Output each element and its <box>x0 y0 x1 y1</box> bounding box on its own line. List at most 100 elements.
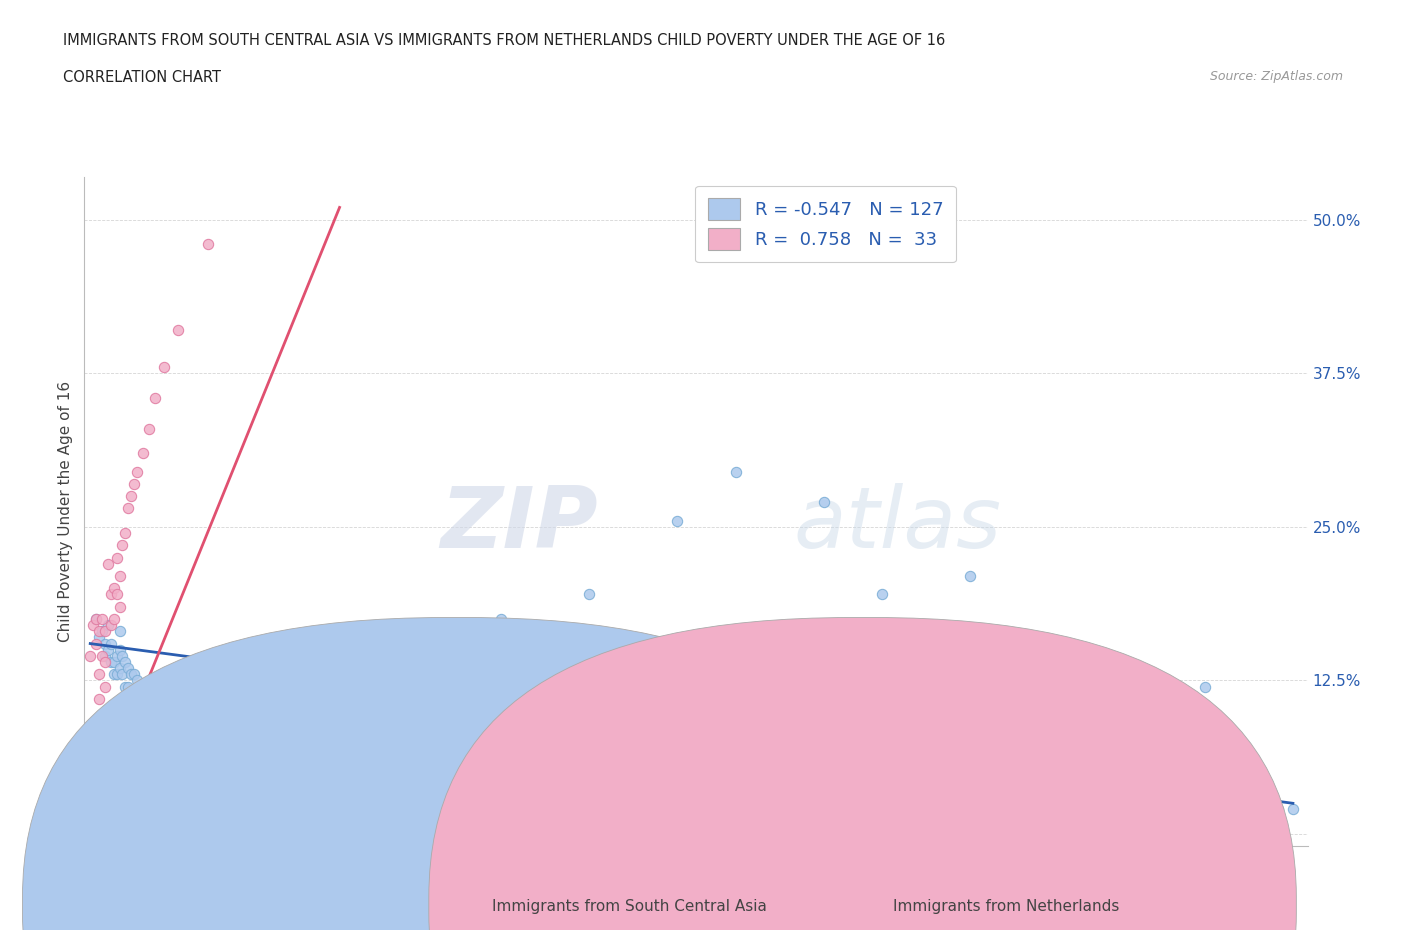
Text: Source: ZipAtlas.com: Source: ZipAtlas.com <box>1209 70 1343 83</box>
Point <box>181 728 204 743</box>
Point <box>519 777 541 792</box>
Point <box>343 790 366 804</box>
Point <box>240 765 263 780</box>
Point <box>170 716 193 731</box>
Point <box>489 777 512 792</box>
Point <box>754 777 776 792</box>
Point <box>202 747 225 762</box>
Point <box>114 655 136 670</box>
Point <box>108 568 131 583</box>
Text: CORRELATION CHART: CORRELATION CHART <box>63 70 221 85</box>
Point <box>329 784 352 799</box>
Point <box>149 704 172 719</box>
Point <box>108 660 131 675</box>
Point <box>929 790 952 804</box>
Point <box>97 643 120 658</box>
Point <box>108 643 131 658</box>
Point <box>111 667 134 682</box>
Point <box>143 704 166 719</box>
Point <box>84 612 107 627</box>
Point <box>103 612 125 627</box>
Point <box>284 771 307 786</box>
Point <box>534 777 557 792</box>
Point <box>1267 802 1289 817</box>
FancyBboxPatch shape <box>429 618 1296 930</box>
Point <box>870 784 893 799</box>
Point <box>432 784 454 799</box>
Point <box>262 765 284 780</box>
Point <box>416 784 439 799</box>
Point <box>607 777 630 792</box>
Point <box>314 784 336 799</box>
Point <box>205 747 228 762</box>
Point <box>1105 796 1128 811</box>
Y-axis label: Child Poverty Under the Age of 16: Child Poverty Under the Age of 16 <box>58 381 73 642</box>
Point <box>1194 679 1216 694</box>
Point <box>108 599 131 614</box>
Point <box>1105 660 1128 675</box>
Point <box>167 716 190 731</box>
Point <box>988 796 1011 811</box>
Point <box>152 716 174 731</box>
Point <box>79 648 101 663</box>
Point <box>1253 802 1275 817</box>
Point <box>135 691 157 706</box>
Point <box>117 660 139 675</box>
Point <box>357 790 380 804</box>
Point <box>108 624 131 639</box>
Point <box>117 501 139 516</box>
Point <box>211 753 233 768</box>
Point <box>1135 796 1157 811</box>
Point <box>225 759 247 774</box>
Point <box>129 679 152 694</box>
Point <box>82 618 104 632</box>
Point <box>122 685 145 700</box>
Point <box>100 618 122 632</box>
Point <box>190 735 212 750</box>
Point <box>94 655 117 670</box>
Point <box>152 698 174 712</box>
Point <box>100 587 122 602</box>
Point <box>87 667 110 682</box>
Point <box>276 771 298 786</box>
Point <box>308 777 330 792</box>
Point <box>155 704 177 719</box>
Point <box>146 698 169 712</box>
Point <box>322 784 344 799</box>
Point <box>578 587 600 602</box>
Point <box>637 777 659 792</box>
Point <box>162 704 184 719</box>
Point <box>214 753 236 768</box>
Point <box>97 556 120 571</box>
Point <box>87 624 110 639</box>
Point <box>127 464 149 479</box>
Point <box>103 581 125 596</box>
Point <box>84 636 107 651</box>
Point <box>219 753 242 768</box>
Point <box>232 759 254 774</box>
Point <box>489 612 512 627</box>
Point <box>1077 796 1099 811</box>
Point <box>114 679 136 694</box>
Point <box>91 612 114 627</box>
Point <box>120 667 142 682</box>
Legend: R = -0.547   N = 127, R =  0.758   N =  33: R = -0.547 N = 127, R = 0.758 N = 33 <box>695 186 956 262</box>
Point <box>105 587 128 602</box>
Point <box>120 685 142 700</box>
Point <box>200 740 222 755</box>
Point <box>173 722 195 737</box>
Point <box>724 464 747 479</box>
Text: atlas: atlas <box>794 484 1002 566</box>
Point <box>105 648 128 663</box>
Point <box>959 790 981 804</box>
Point <box>184 728 207 743</box>
Point <box>111 648 134 663</box>
Point <box>959 568 981 583</box>
Point <box>141 691 163 706</box>
Point <box>162 716 184 731</box>
Point <box>270 771 292 786</box>
Point <box>91 648 114 663</box>
Point <box>138 421 160 436</box>
Point <box>120 488 142 503</box>
Point <box>548 777 571 792</box>
